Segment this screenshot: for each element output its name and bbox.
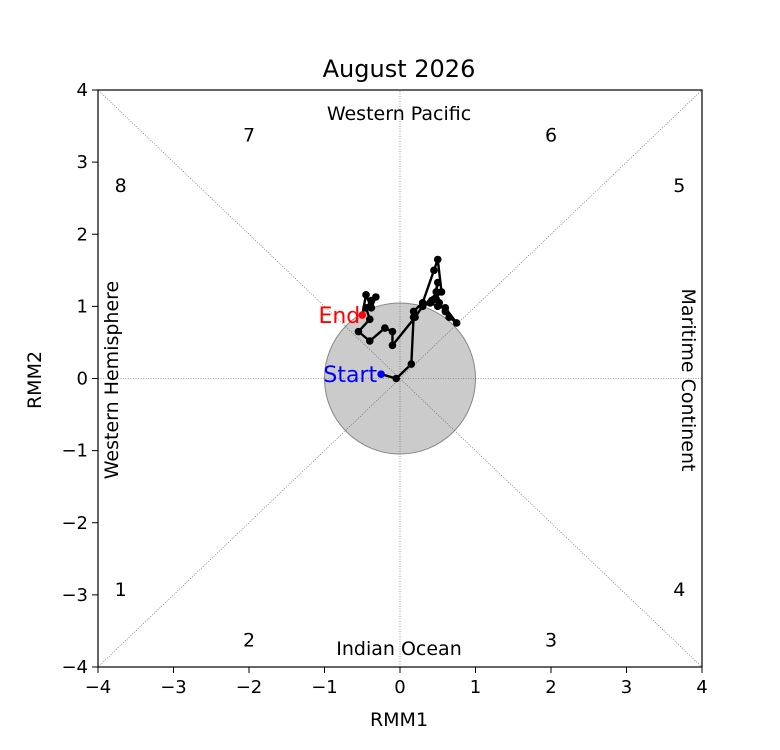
x-tick-label: −4 bbox=[85, 677, 112, 698]
region-label-left: Western Hemisphere bbox=[101, 281, 123, 480]
phase-label: 1 bbox=[115, 579, 127, 601]
y-tick-label: 4 bbox=[77, 80, 88, 101]
phase-label: 6 bbox=[545, 125, 557, 147]
data-point bbox=[367, 304, 376, 312]
region-label-top: Western Pacific bbox=[327, 103, 471, 125]
x-tick-label: 1 bbox=[470, 677, 481, 698]
phase-label: 8 bbox=[115, 175, 127, 197]
y-tick-label: −1 bbox=[61, 441, 88, 462]
data-point bbox=[433, 255, 442, 264]
data-point bbox=[407, 360, 416, 368]
end-label: End bbox=[318, 304, 360, 329]
data-point bbox=[388, 327, 397, 336]
data-point bbox=[441, 307, 450, 316]
data-point bbox=[432, 288, 441, 296]
x-tick-label: −1 bbox=[311, 677, 338, 698]
data-point bbox=[358, 311, 367, 319]
data-point bbox=[452, 319, 461, 327]
y-tick-label: −2 bbox=[61, 513, 88, 534]
data-point bbox=[372, 293, 380, 301]
y-tick-label: 0 bbox=[77, 369, 88, 390]
x-tick-label: 4 bbox=[696, 677, 707, 698]
data-point bbox=[362, 291, 370, 299]
y-axis-label: RMM2 bbox=[24, 351, 46, 409]
data-point bbox=[377, 370, 385, 378]
region-label-right: Maritime Continent bbox=[677, 289, 699, 472]
y-tick-label: 1 bbox=[77, 296, 88, 317]
chart-title: August 2026 bbox=[323, 55, 476, 83]
data-point bbox=[430, 266, 438, 275]
phase-label: 7 bbox=[243, 125, 255, 147]
data-point bbox=[433, 278, 442, 287]
y-tick-label: −4 bbox=[61, 657, 88, 678]
data-point bbox=[366, 337, 374, 345]
data-point bbox=[381, 324, 389, 332]
phase-label: 3 bbox=[545, 630, 557, 652]
data-point bbox=[418, 302, 427, 311]
region-label-bottom: Indian Ocean bbox=[336, 638, 462, 660]
data-point bbox=[437, 288, 446, 296]
data-point bbox=[362, 304, 370, 312]
x-tick-label: −3 bbox=[160, 677, 187, 698]
data-point bbox=[392, 374, 401, 383]
y-tick-label: 2 bbox=[77, 224, 88, 245]
x-tick-label: 3 bbox=[621, 677, 632, 698]
phase-label: 4 bbox=[673, 579, 685, 601]
data-point bbox=[366, 315, 374, 324]
data-point bbox=[432, 295, 441, 303]
data-point bbox=[445, 313, 453, 321]
y-tick-label: 3 bbox=[77, 152, 88, 173]
data-point bbox=[409, 307, 418, 316]
data-point bbox=[354, 327, 363, 336]
y-tick-label: −3 bbox=[61, 585, 88, 606]
x-tick-label: 0 bbox=[394, 677, 405, 698]
x-tick-label: 2 bbox=[545, 677, 556, 698]
phase-label: 2 bbox=[243, 630, 255, 652]
phase-label: 5 bbox=[673, 175, 685, 197]
data-point bbox=[411, 313, 419, 321]
x-axis-label: RMM1 bbox=[370, 709, 428, 731]
plot-area: −4 −3 −2 −1 0 1 2 3 4 −4 −3 −2 −1 0 1 2 3 4 1 2 3 4 5 6 7 8 Start E… bbox=[61, 80, 707, 698]
x-tick-label: −2 bbox=[236, 677, 263, 698]
start-label: Start bbox=[323, 363, 377, 388]
data-point bbox=[388, 341, 397, 350]
data-point bbox=[426, 298, 435, 307]
